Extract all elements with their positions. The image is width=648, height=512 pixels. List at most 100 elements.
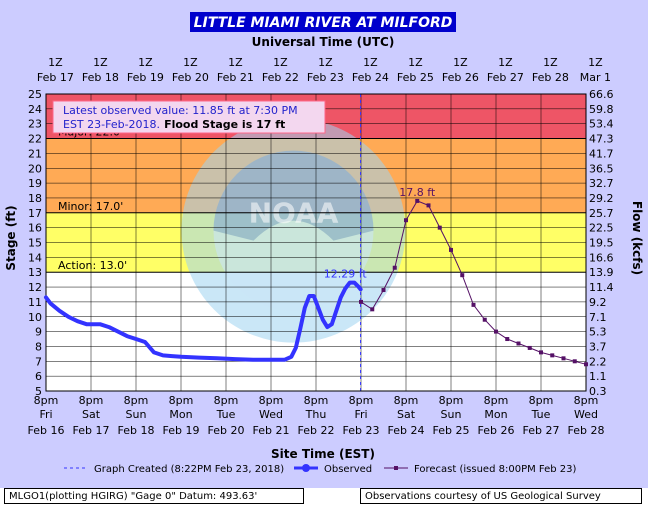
forecast-point xyxy=(516,341,521,346)
y-tick-label: 20 xyxy=(28,162,42,175)
legend-forecast-marker xyxy=(394,466,398,470)
flow-tick-label: 16.6 xyxy=(589,251,614,264)
utc-tick-date: Feb 26 xyxy=(442,71,479,84)
x-tick-day: Fri xyxy=(354,408,367,421)
y-tick-label: 23 xyxy=(28,118,42,131)
y-tick-label: 12 xyxy=(28,281,42,294)
value-annotation: 12.29 ft xyxy=(324,268,368,281)
flow-tick-label: 5.3 xyxy=(589,326,607,339)
datum-footer: MLGO1(plotting HGIRG) "Gage 0" Datum: 49… xyxy=(4,488,304,504)
x-tick-date: Feb 19 xyxy=(163,424,200,437)
utc-tick-date: Feb 27 xyxy=(487,71,524,84)
flow-tick-label: 19.5 xyxy=(589,237,614,250)
flow-tick-label: 53.4 xyxy=(589,118,614,131)
info-latest-value: Latest observed value: 11.85 ft at 7:30 … xyxy=(63,104,298,117)
forecast-point xyxy=(550,353,555,358)
x-tick-date: Feb 16 xyxy=(28,424,65,437)
info-date: EST 23-Feb-2018. xyxy=(63,118,160,131)
x-tick-time: 8pm xyxy=(259,394,284,407)
top-axis-title: Universal Time (UTC) xyxy=(252,35,395,49)
x-tick-day: Sun xyxy=(441,408,462,421)
x-tick-date: Feb 22 xyxy=(298,424,335,437)
x-tick-date: Feb 23 xyxy=(343,424,380,437)
y-tick-label: 25 xyxy=(28,88,42,101)
utc-tick-date: Feb 28 xyxy=(532,71,569,84)
x-tick-time: 8pm xyxy=(124,394,149,407)
forecast-point xyxy=(584,362,588,367)
flow-tick-label: 47.3 xyxy=(589,133,614,146)
x-tick-date: Feb 26 xyxy=(478,424,515,437)
x-tick-time: 8pm xyxy=(394,394,419,407)
x-tick-day: Wed xyxy=(259,408,283,421)
y-tick-label: 17 xyxy=(28,207,42,220)
utc-tick-time: 1Z xyxy=(498,56,513,69)
forecast-point xyxy=(572,359,577,364)
utc-tick-date: Feb 25 xyxy=(397,71,434,84)
x-tick-day: Wed xyxy=(574,408,598,421)
x-tick-time: 8pm xyxy=(349,394,374,407)
flood-label-minor: Minor: 17.0' xyxy=(58,200,123,213)
flow-tick-label: 9.2 xyxy=(589,296,607,309)
info-date-line: EST 23-Feb-2018. Flood Stage is 17 ft xyxy=(63,118,285,131)
x-tick-day: Sun xyxy=(126,408,147,421)
flow-tick-label: 11.4 xyxy=(589,281,614,294)
x-tick-day: Tue xyxy=(216,408,236,421)
y-tick-label: 21 xyxy=(28,147,42,160)
forecast-point xyxy=(482,317,487,322)
y-tick-label: 16 xyxy=(28,222,42,235)
flow-tick-label: 29.2 xyxy=(589,192,614,205)
y-tick-label: 9 xyxy=(35,326,42,339)
x-tick-day: Fri xyxy=(39,408,52,421)
legend-observed-label: Observed xyxy=(324,464,372,475)
source-footer: Observations courtesy of US Geological S… xyxy=(360,488,642,504)
info-box xyxy=(52,100,326,134)
x-tick-time: 8pm xyxy=(79,394,104,407)
forecast-point xyxy=(415,198,420,203)
y-axis-label: Stage (ft) xyxy=(4,205,18,270)
utc-tick-time: 1Z xyxy=(588,56,603,69)
forecast-point xyxy=(449,247,453,252)
utc-tick-time: 1Z xyxy=(93,56,108,69)
flow-tick-label: 66.6 xyxy=(589,88,614,101)
y-tick-label: 24 xyxy=(28,103,42,116)
utc-tick-time: 1Z xyxy=(543,56,558,69)
utc-tick-time: 1Z xyxy=(273,56,288,69)
info-flood-stage: Flood Stage is 17 ft xyxy=(164,118,285,131)
y-tick-label: 18 xyxy=(28,192,42,205)
forecast-point xyxy=(392,265,397,270)
chart-title: LITTLE MIAMI RIVER AT MILFORD xyxy=(194,15,453,31)
x-tick-time: 8pm xyxy=(214,394,239,407)
forecast-point xyxy=(494,329,498,334)
flow-tick-label: 3.7 xyxy=(589,340,607,353)
x-tick-time: 8pm xyxy=(304,394,329,407)
x-tick-date: Feb 25 xyxy=(433,424,470,437)
y-tick-label: 10 xyxy=(28,311,42,324)
x-tick-date: Feb 28 xyxy=(568,424,605,437)
x-tick-day: Tue xyxy=(531,408,551,421)
y-tick-label: 19 xyxy=(28,177,42,190)
forecast-point xyxy=(460,273,465,278)
plot-border xyxy=(45,93,587,392)
forecast-point xyxy=(471,302,476,307)
flow-tick-label: 59.8 xyxy=(589,103,614,116)
utc-tick-time: 1Z xyxy=(228,56,243,69)
utc-tick-date: Feb 18 xyxy=(82,71,119,84)
hydrograph-chart: LITTLE MIAMI RIVER AT MILFORD Universal … xyxy=(0,0,648,488)
x-tick-date: Feb 24 xyxy=(388,424,425,437)
forecast-point xyxy=(527,345,532,350)
utc-tick-time: 1Z xyxy=(363,56,378,69)
utc-tick-date: Feb 17 xyxy=(37,71,74,84)
forecast-point xyxy=(437,225,442,230)
x-tick-time: 8pm xyxy=(529,394,554,407)
x-tick-date: Feb 20 xyxy=(208,424,245,437)
flow-tick-label: 25.7 xyxy=(589,207,614,220)
flow-tick-label: 2.2 xyxy=(589,355,607,368)
x-tick-day: Mon xyxy=(169,408,192,421)
forecast-point xyxy=(404,218,408,223)
legend-observed-marker xyxy=(302,464,310,472)
observed-series-line xyxy=(44,280,363,362)
x-tick-date: Feb 21 xyxy=(253,424,290,437)
x-tick-day: Sat xyxy=(82,408,101,421)
title-banner xyxy=(190,12,456,32)
